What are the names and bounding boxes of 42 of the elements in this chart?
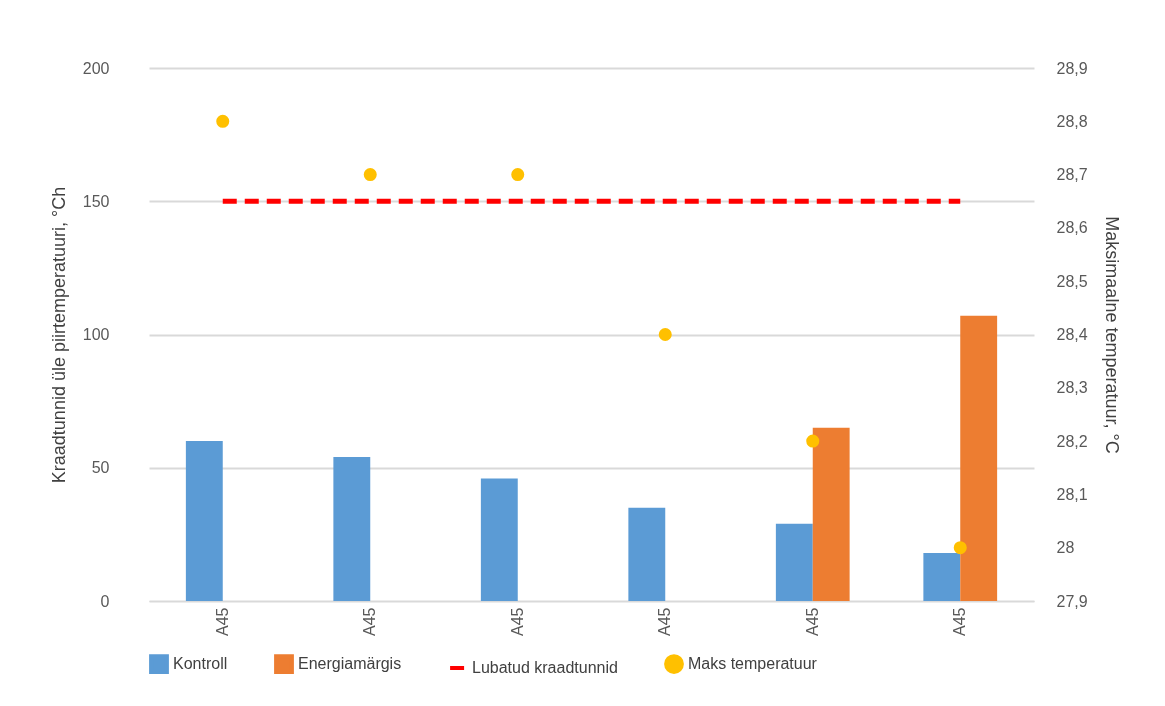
y2-tick-label: 28,7 [1056,166,1088,184]
y-tick-label: 200 [82,59,110,77]
bar [480,478,518,601]
y2-tick-label: 28 [1056,539,1075,557]
bar [333,457,371,601]
x-tick-label: A45 [656,607,674,636]
bar [812,427,850,601]
point [216,114,230,128]
y-axis-title: Kraadtunnid üle piirtemperatuuri, °Ch [48,186,69,484]
x-tick-label: A45 [361,607,379,636]
legend-label: Kontroll [173,655,228,673]
bar [628,507,666,601]
y-tick-label: 150 [82,192,110,210]
y2-tick-label: 28,8 [1056,112,1088,130]
y2-tick-label: 28,6 [1056,219,1088,237]
y2-tick-label: 28,2 [1056,432,1088,450]
bar [775,523,813,601]
y2-tick-label: 28,5 [1056,272,1088,290]
y-tick-label: 100 [82,326,110,343]
y2-axis-title: Maksimaalne temperatuur, °C [1101,216,1122,454]
point [658,327,672,342]
point [806,434,820,448]
y-tick-label: 50 [91,459,110,477]
point [363,168,377,182]
point [511,168,525,182]
legend-label: Maks temperatuur [688,655,818,673]
x-tick-label: A45 [213,607,231,636]
y2-tick-label: 28,1 [1056,485,1088,503]
legend-label: Energiamärgis [298,655,402,673]
x-tick-label: A45 [508,607,526,636]
y2-tick-label: 28,9 [1056,59,1088,77]
y2-tick-label: 27,9 [1056,592,1088,610]
x-tick-label: A45 [951,607,969,636]
point [953,541,967,555]
bar [923,553,961,601]
legend-label: Lubatud kraadtunnid [472,659,618,676]
y-tick-label: 0 [100,592,110,610]
y2-tick-label: 28,4 [1056,326,1088,343]
y2-tick-label: 28,3 [1056,379,1088,397]
bar [960,315,998,601]
x-tick-label: A45 [803,607,821,636]
bar [185,441,223,601]
